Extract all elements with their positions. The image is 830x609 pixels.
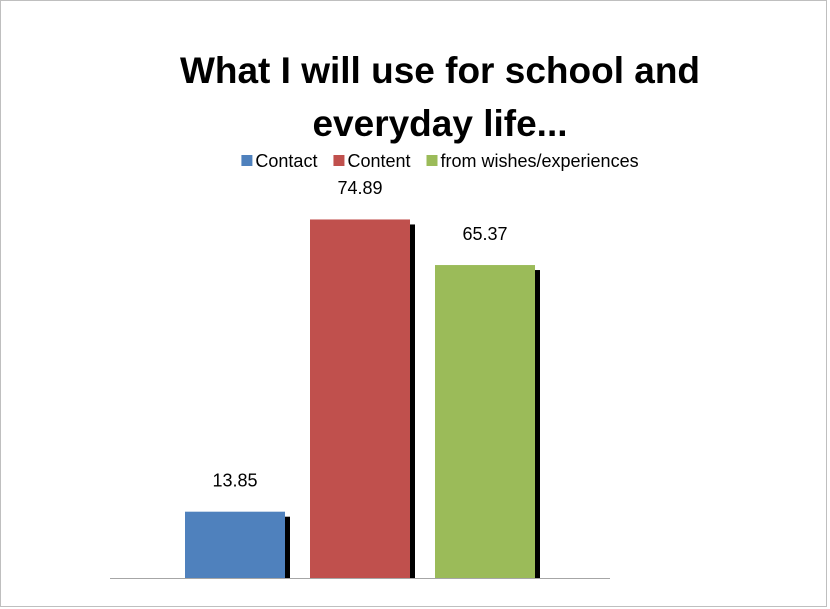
bar (435, 265, 535, 578)
data-label: 13.85 (212, 470, 257, 490)
bar (310, 219, 410, 579)
legend-label: from wishes/experiences (441, 151, 639, 171)
legend-swatch (333, 155, 345, 166)
legend-swatch (241, 155, 253, 166)
data-label: 74.89 (337, 178, 382, 198)
legend-label: Content (347, 151, 410, 171)
legend-swatch (426, 155, 438, 166)
legend-label: Contact (255, 151, 317, 171)
data-label: 65.37 (462, 224, 507, 244)
bar (185, 511, 285, 578)
chart-title: What I will use for school and everyday … (179, 50, 701, 144)
